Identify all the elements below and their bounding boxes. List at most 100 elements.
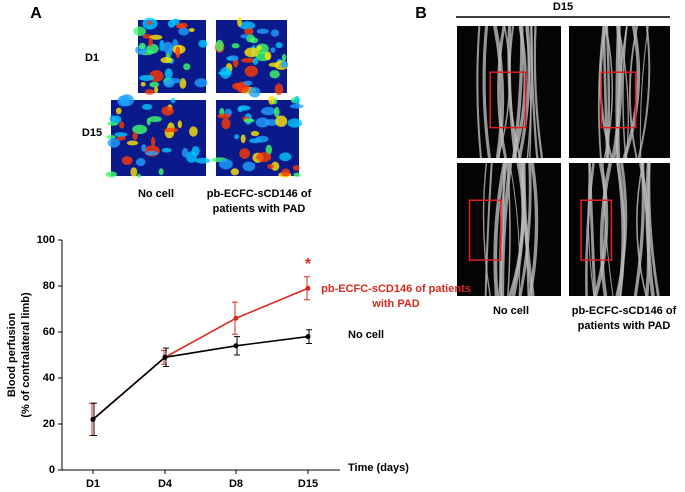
y-tick-label: 100	[37, 234, 55, 246]
heat-spot	[167, 19, 176, 28]
heat-spot	[243, 80, 253, 86]
heat-spot	[150, 136, 156, 147]
heat-spot	[250, 130, 260, 137]
heat-spot	[141, 144, 147, 152]
series-line	[92, 287, 309, 421]
heat-spot	[171, 97, 176, 104]
heat-spot	[289, 104, 304, 109]
roi-box	[580, 199, 613, 261]
vessel	[517, 25, 531, 159]
vessel	[533, 25, 544, 159]
point	[162, 354, 168, 360]
heat-spot	[181, 147, 189, 158]
x-axis-label: Time (days)	[348, 462, 409, 474]
heat-spot	[244, 65, 259, 77]
heat-spot	[248, 86, 261, 98]
heat-spot	[144, 89, 155, 95]
vessel	[476, 25, 482, 159]
point	[233, 343, 239, 349]
heat-spot	[240, 57, 256, 63]
heat-spot	[140, 82, 146, 87]
heat-spot	[268, 62, 280, 68]
heat-spot	[175, 46, 181, 59]
heat-spot	[243, 28, 254, 35]
heat-spot	[149, 81, 160, 88]
heat-spot	[279, 152, 292, 162]
heat-spot	[162, 41, 174, 54]
heat-spot	[239, 148, 251, 159]
heat-spot	[237, 106, 244, 113]
heat-spot	[294, 95, 300, 105]
point	[90, 416, 96, 422]
heat-spot	[242, 161, 256, 172]
heat-spot	[256, 45, 262, 51]
series-label: pb-ECFC-sCD146 of patients with PAD	[321, 283, 471, 310]
row-label: D1	[85, 52, 99, 64]
heat-spot	[117, 95, 131, 107]
heat-spot	[141, 103, 153, 110]
y-tick-label: 40	[43, 372, 55, 384]
heat-spot	[146, 117, 151, 126]
heat-spot	[239, 21, 256, 30]
vessel	[484, 162, 493, 297]
vessel	[599, 162, 613, 297]
heat-spot	[164, 68, 173, 80]
heat-spot	[115, 107, 122, 115]
row-label: D15	[82, 127, 102, 139]
point	[305, 285, 311, 291]
heat-spot	[121, 156, 133, 165]
vessel	[615, 162, 628, 297]
vessel	[593, 162, 609, 297]
heat-spot	[178, 27, 190, 36]
heat-spot	[183, 63, 191, 71]
heat-spot	[107, 138, 121, 148]
heat-spot	[139, 74, 154, 81]
x-tick-label: D15	[298, 478, 318, 490]
heat-spot	[215, 39, 224, 52]
heat-spot	[146, 20, 152, 25]
panel-label: B	[415, 5, 427, 22]
vessel	[497, 25, 507, 159]
vessel	[482, 25, 491, 159]
heat-spot	[105, 171, 118, 178]
heat-spot	[275, 42, 283, 49]
heat-spot	[250, 37, 259, 44]
heat-spot	[188, 27, 195, 32]
heat-spot	[270, 29, 280, 37]
series-label: No cell	[348, 329, 385, 341]
images	[105, 17, 670, 297]
caption: No cell	[137, 188, 175, 200]
heat-spot	[240, 34, 250, 39]
vessel	[647, 162, 660, 297]
panel-label: A	[30, 5, 42, 22]
heat-spot	[269, 70, 280, 79]
heat-spot	[114, 132, 128, 137]
heat-spot	[268, 95, 275, 105]
heat-spot	[195, 157, 211, 164]
heat-spot	[240, 134, 246, 144]
vessel	[617, 25, 629, 159]
heat-spot	[132, 132, 138, 141]
heat-spot	[261, 107, 276, 116]
heat-spot	[219, 159, 233, 170]
vessel	[525, 25, 532, 159]
vessel	[482, 162, 491, 297]
vessel	[622, 25, 641, 159]
vessel	[493, 162, 507, 297]
heat-spot	[293, 172, 301, 177]
heat-spot	[149, 34, 163, 40]
y-tick-label: 60	[43, 326, 55, 338]
vessel	[603, 25, 614, 159]
heat-spot	[275, 115, 288, 127]
vessel	[637, 25, 651, 159]
x-tick-label: D4	[158, 478, 173, 490]
y-tick-label: 20	[43, 418, 55, 430]
vessel	[639, 25, 649, 159]
series-line	[92, 335, 309, 421]
roi-box	[468, 199, 502, 261]
heat-spot	[189, 126, 198, 137]
caption: pb-ECFC-sCD146 of patients with PAD	[206, 188, 312, 215]
heat-spot	[154, 86, 159, 94]
heat-spot	[132, 124, 148, 135]
